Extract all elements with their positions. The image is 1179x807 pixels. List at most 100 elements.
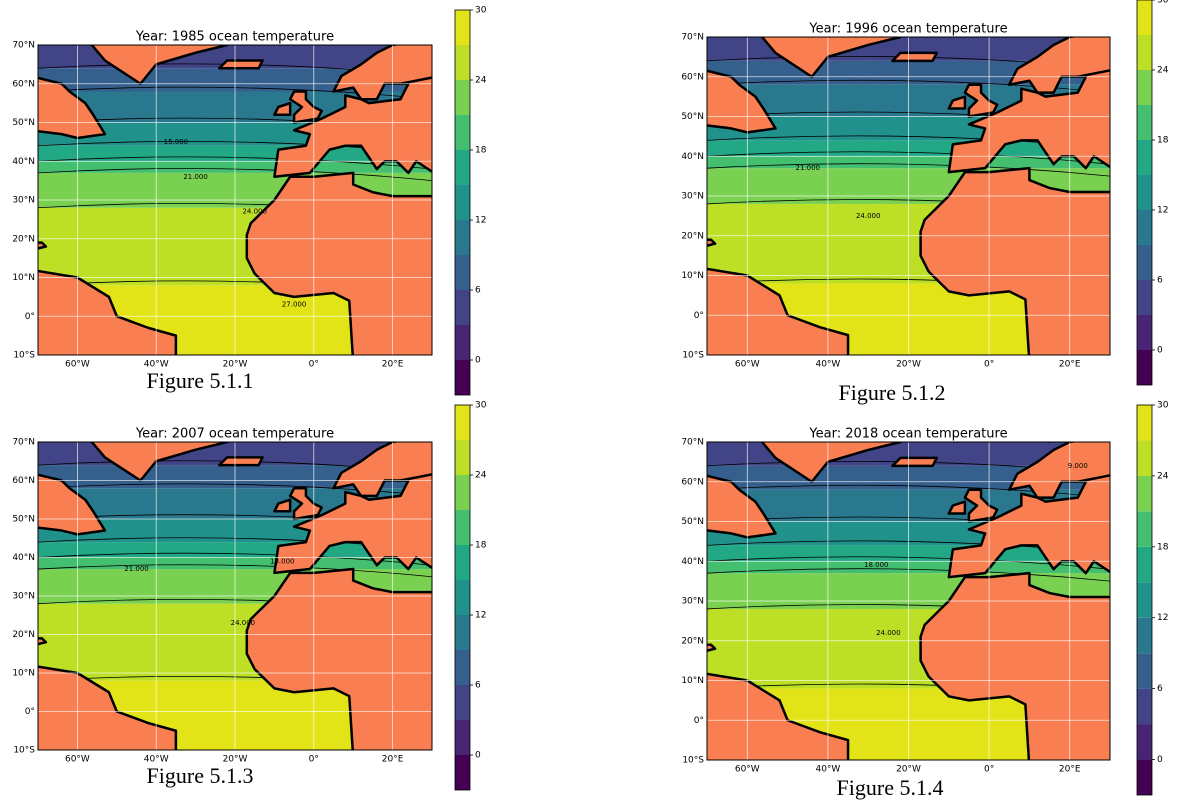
colorbar-segment: [1137, 759, 1152, 795]
colorbar-segment: [1137, 617, 1152, 654]
y-tick-label: 40°N: [12, 553, 35, 563]
contour-label: 21.000: [796, 164, 821, 172]
y-tick-label: 0°: [25, 707, 35, 717]
contour-label: 21.000: [124, 565, 149, 573]
figure-caption: Figure 5.1.3: [147, 763, 254, 788]
land: [332, 45, 432, 101]
y-tick-label: 10°N: [12, 273, 35, 283]
colorbar-tick-label: 12: [1157, 206, 1168, 216]
contour-label: 24.000: [856, 212, 881, 220]
colorbar-segment: [1137, 245, 1152, 280]
y-tick-label: 30°N: [12, 592, 35, 602]
land: [273, 498, 292, 513]
colorbar-segment: [455, 720, 470, 755]
map-area: 15.000 21.000 24.000 27.000: [38, 45, 432, 355]
colorbar-tick-label: 30: [475, 401, 487, 411]
x-tick-label: 40°W: [815, 360, 840, 370]
colorbar-tick-label: 6: [1157, 276, 1163, 286]
y-tick-label: 30°N: [12, 196, 35, 206]
y-tick-label: 50°N: [681, 112, 704, 122]
colorbar-segment: [1137, 440, 1152, 476]
y-tick-label: 40°N: [681, 557, 704, 567]
y-tick-label: 20°N: [12, 234, 35, 244]
colorbar-segment: [1137, 350, 1152, 385]
map-area: 18.000 21.000 24.000: [38, 442, 432, 750]
colorbar-frame: [1136, 0, 1153, 386]
y-tick-label: 0°: [694, 716, 704, 726]
land: [38, 241, 48, 250]
colorbar-tick-label: 12: [475, 216, 486, 226]
x-tick-label: 20°W: [896, 360, 921, 370]
colorbar-tick-label: 30: [1157, 0, 1169, 6]
figure-caption: Figure 5.1.4: [837, 775, 944, 800]
colorbar-segment: [1137, 35, 1152, 70]
colorbar-segment: [455, 150, 470, 185]
colorbar-segment: [455, 185, 470, 220]
map-panel: 18.000 21.000 24.000 Year: 2007 ocean tempe…: [12, 401, 487, 791]
colorbar-segment: [1137, 140, 1152, 175]
colorbar-segment: [455, 255, 470, 290]
colorbar-tick-label: 6: [475, 681, 481, 691]
colorbar-frame: [1136, 404, 1153, 796]
contour-label: 24.000: [231, 619, 256, 627]
contour-label: 24.000: [876, 629, 901, 637]
map-title: Year: 1985 ocean temperature: [135, 30, 334, 45]
map-area: 9.000 18.000 24.000: [707, 442, 1110, 760]
colorbar-segment: [455, 405, 470, 440]
x-tick-label: 20°E: [1059, 360, 1081, 370]
land: [38, 637, 48, 646]
x-tick-label: 60°W: [735, 765, 760, 775]
colorbar-segment: [455, 510, 470, 545]
colorbar-tick-label: 0: [1157, 755, 1163, 765]
axes-frame: [706, 441, 1111, 761]
colorbar-tick-label: 24: [475, 76, 487, 86]
colorbar-segment: [455, 220, 470, 255]
colorbar-tick-label: 24: [475, 471, 487, 481]
x-tick-label: 0°: [309, 755, 319, 765]
colorbar-tick-label: 0: [1157, 346, 1163, 356]
land: [332, 442, 432, 498]
y-tick-label: 10°S: [13, 746, 35, 756]
colorbar-segment: [455, 290, 470, 325]
colorbar-segment: [1137, 546, 1152, 583]
colorbar-segment: [1137, 105, 1152, 140]
land: [245, 171, 432, 355]
y-tick-label: 20°N: [12, 630, 35, 640]
y-tick-label: 10°N: [12, 669, 35, 679]
colorbar-segment: [1137, 210, 1152, 245]
figure-caption: Figure 5.1.1: [147, 368, 254, 393]
colorbar-segment: [1137, 475, 1152, 512]
land: [707, 643, 717, 652]
colorbar-tick-label: 30: [475, 6, 487, 16]
land: [38, 665, 178, 750]
land: [38, 76, 107, 140]
colorbar-segment: [1137, 724, 1152, 760]
land: [707, 474, 777, 539]
colorbar-segment: [455, 360, 470, 395]
colorbar-segment: [1137, 0, 1152, 35]
x-tick-label: 20°W: [223, 755, 248, 765]
land: [38, 473, 107, 536]
colorbar-segment: [455, 650, 470, 685]
land: [273, 101, 292, 116]
x-tick-label: 20°W: [896, 765, 921, 775]
y-tick-label: 70°N: [12, 41, 35, 51]
x-tick-label: 20°W: [223, 360, 248, 370]
colorbar-frame: [454, 404, 471, 791]
y-tick-label: 70°N: [12, 438, 35, 448]
colorbar-tick-label: 30: [1157, 401, 1169, 411]
colorbar-segment: [1137, 653, 1152, 689]
y-tick-label: 20°N: [681, 636, 704, 646]
y-tick-label: 50°N: [681, 517, 704, 527]
land: [1008, 442, 1110, 499]
contour-label: 9.000: [1068, 462, 1088, 470]
y-tick-label: 70°N: [681, 33, 704, 43]
y-tick-label: 20°N: [681, 231, 704, 241]
y-tick-label: 40°N: [12, 157, 35, 167]
y-tick-label: 30°N: [681, 192, 704, 202]
y-tick-label: 70°N: [681, 438, 704, 448]
colorbar-tick-label: 18: [475, 146, 487, 156]
land: [217, 456, 264, 467]
x-tick-label: 0°: [309, 360, 319, 370]
